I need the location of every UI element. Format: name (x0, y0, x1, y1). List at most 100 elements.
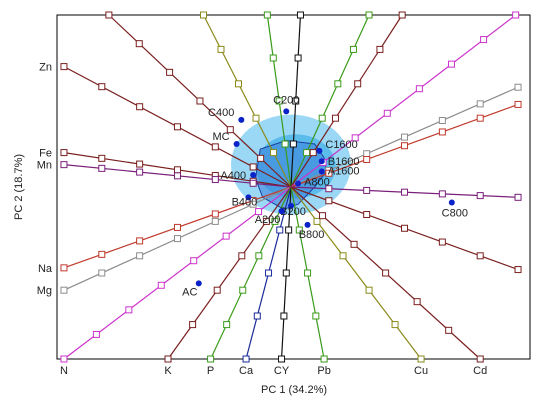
loading-line-mn-marker (136, 168, 144, 176)
score-label-a800: A800 (304, 177, 330, 189)
loading-line-cu-marker (365, 286, 373, 294)
loading-line-extra-3-marker (292, 97, 300, 105)
score-point-c200 (283, 108, 290, 115)
loading-line-mn-marker (173, 172, 181, 180)
loading-line-p-marker (271, 217, 279, 225)
score-point-a200 (278, 208, 285, 215)
loading-line-mg-marker (98, 269, 106, 277)
loading-line-ca-marker (242, 355, 250, 363)
loading-line-mg-marker (249, 200, 257, 208)
score-hull (255, 140, 328, 210)
variable-label-mn: Mn (37, 160, 52, 172)
loading-line-extra-5-marker (398, 11, 406, 19)
loading-line-fe-marker (60, 149, 68, 157)
loading-line-cu-marker (339, 252, 347, 260)
loading-line-na-marker (98, 250, 106, 258)
score-point-b400 (245, 194, 252, 201)
loading-line-extra-1-marker (252, 114, 260, 122)
loading-line-k-marker (238, 252, 246, 260)
loading-line-extra-7-marker (401, 133, 409, 141)
loading-line-extra-3-marker (296, 11, 304, 19)
score-label-a400: A400 (220, 170, 246, 182)
score-point-a1600 (318, 168, 325, 175)
variable-label-ca: Ca (239, 365, 254, 377)
loading-line-extra-9-marker (476, 252, 484, 260)
loading-line-extra-0-marker (105, 11, 113, 19)
variable-label-cd: Cd (473, 365, 487, 377)
loading-line-extra-2-marker (281, 140, 289, 148)
loading-line-extra-8-marker (325, 169, 333, 177)
loading-line-fe-marker (98, 154, 106, 162)
score-point-c400 (238, 116, 245, 123)
loading-line-n-marker (190, 257, 198, 265)
variable-label-p: P (207, 365, 214, 377)
variable-label-cy: CY (274, 365, 290, 377)
loading-line-zn-marker (98, 83, 106, 91)
loading-line-extra-2-marker (275, 97, 283, 105)
loading-line-extra-7-marker (438, 116, 446, 124)
score-label-a1600: A1600 (328, 166, 360, 178)
loading-line-extra-6-marker (512, 11, 520, 19)
loading-line-extra-6-marker (480, 36, 488, 44)
variable-label-cu: Cu (414, 365, 428, 377)
loading-line-cu-marker (391, 321, 399, 329)
loading-line-extra-0-marker (166, 68, 174, 76)
loading-line-cu-marker (417, 355, 425, 363)
loading-line-extra-6-marker (383, 109, 391, 117)
loading-line-extra-8-marker (363, 155, 371, 163)
loading-line-pb-marker (295, 226, 303, 234)
loading-line-extra-10-marker (325, 185, 333, 193)
loading-line-extra-0-marker (196, 97, 204, 105)
loading-line-extra-1 (202, 14, 292, 188)
loading-line-fe-marker (173, 166, 181, 174)
loading-line-p-marker (239, 286, 247, 294)
score-label-b400: B400 (232, 196, 258, 208)
loading-line-extra-8-marker (438, 128, 446, 136)
loading-line-p-marker (223, 321, 231, 329)
loading-line-n-marker (92, 330, 100, 338)
loading-line-k-marker (164, 355, 172, 363)
loading-line-cd-marker (350, 240, 358, 248)
loading-line-extra-3-marker (289, 140, 297, 148)
loading-line-extra-8-marker (476, 114, 484, 122)
loading-line-n-marker (60, 355, 68, 363)
loading-line-extra-5-marker (376, 45, 384, 53)
variable-label-n: N (60, 365, 68, 377)
loading-line-k-marker (213, 286, 221, 294)
loading-line-extra-5-marker (354, 80, 362, 88)
loading-line-p (210, 186, 292, 360)
loading-line-extra-0-marker (257, 154, 265, 162)
x-axis-title: PC 1 (34.2%) (261, 384, 327, 396)
loading-line-ca-marker (265, 269, 273, 277)
score-point-a400 (250, 171, 257, 178)
loading-line-extra-10-marker (363, 186, 371, 194)
loading-line-extra-4-marker (318, 114, 326, 122)
loading-line-na-marker (211, 210, 219, 218)
loading-line-extra-8-marker (514, 100, 522, 108)
loading-line-extra-10-marker (438, 190, 446, 198)
score-label-c400: C400 (208, 107, 234, 119)
variable-label-zn: Zn (39, 62, 52, 74)
loading-line-mn-marker (249, 179, 257, 187)
variable-label-mg: Mg (37, 285, 52, 297)
loading-line-cy-marker (285, 226, 293, 234)
loading-line-n-marker (157, 281, 165, 289)
loading-line-extra-9-marker (514, 266, 522, 274)
loading-line-mg-marker (60, 286, 68, 294)
loading-line-mn-marker (60, 161, 68, 169)
loading-line-mn-marker (211, 176, 219, 184)
loading-line-extra-10-marker (401, 188, 409, 196)
loading-line-extra-5 (290, 14, 403, 188)
loading-line-mn-marker (98, 164, 106, 172)
loading-line-extra-9-marker (363, 211, 371, 219)
loading-line-k (167, 186, 292, 360)
loading-line-extra-4-marker (303, 149, 311, 157)
loading-line-extra-6-marker (351, 134, 359, 142)
loading-line-extra-7-marker (476, 100, 484, 108)
loading-line-cd-marker (413, 298, 421, 306)
loading-line-extra-0-marker (226, 126, 234, 134)
loading-line-extra-8-marker (401, 142, 409, 150)
loading-line-extra-6-marker (447, 60, 455, 68)
